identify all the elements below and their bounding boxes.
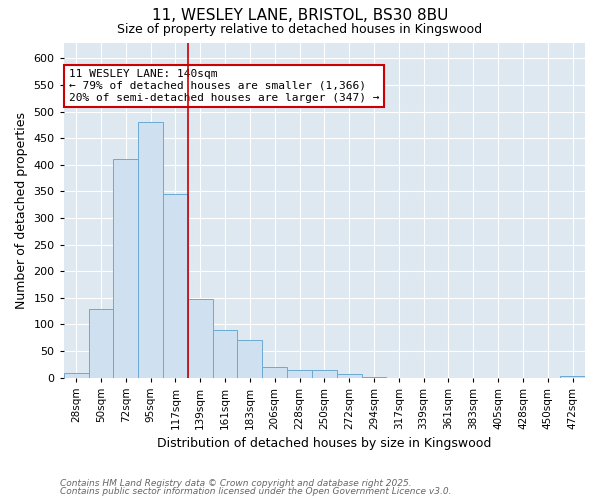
Y-axis label: Number of detached properties: Number of detached properties [15,112,28,308]
Text: Size of property relative to detached houses in Kingswood: Size of property relative to detached ho… [118,22,482,36]
Text: Contains public sector information licensed under the Open Government Licence v3: Contains public sector information licen… [60,487,452,496]
Bar [113,160,138,378]
Bar [362,377,386,378]
Text: 11, WESLEY LANE, BRISTOL, BS30 8BU: 11, WESLEY LANE, BRISTOL, BS30 8BU [152,8,448,22]
Bar [238,340,262,378]
Bar [262,367,287,378]
Bar [138,122,163,378]
Bar [89,310,113,378]
Bar [64,374,89,378]
Bar [163,194,188,378]
Text: Contains HM Land Registry data © Crown copyright and database right 2025.: Contains HM Land Registry data © Crown c… [60,478,412,488]
Bar [312,370,337,378]
Bar [560,376,585,378]
Bar [337,374,362,378]
X-axis label: Distribution of detached houses by size in Kingswood: Distribution of detached houses by size … [157,437,491,450]
Bar [287,370,312,378]
Bar [212,330,238,378]
Bar [188,299,212,378]
Text: 11 WESLEY LANE: 140sqm
← 79% of detached houses are smaller (1,366)
20% of semi-: 11 WESLEY LANE: 140sqm ← 79% of detached… [69,70,379,102]
